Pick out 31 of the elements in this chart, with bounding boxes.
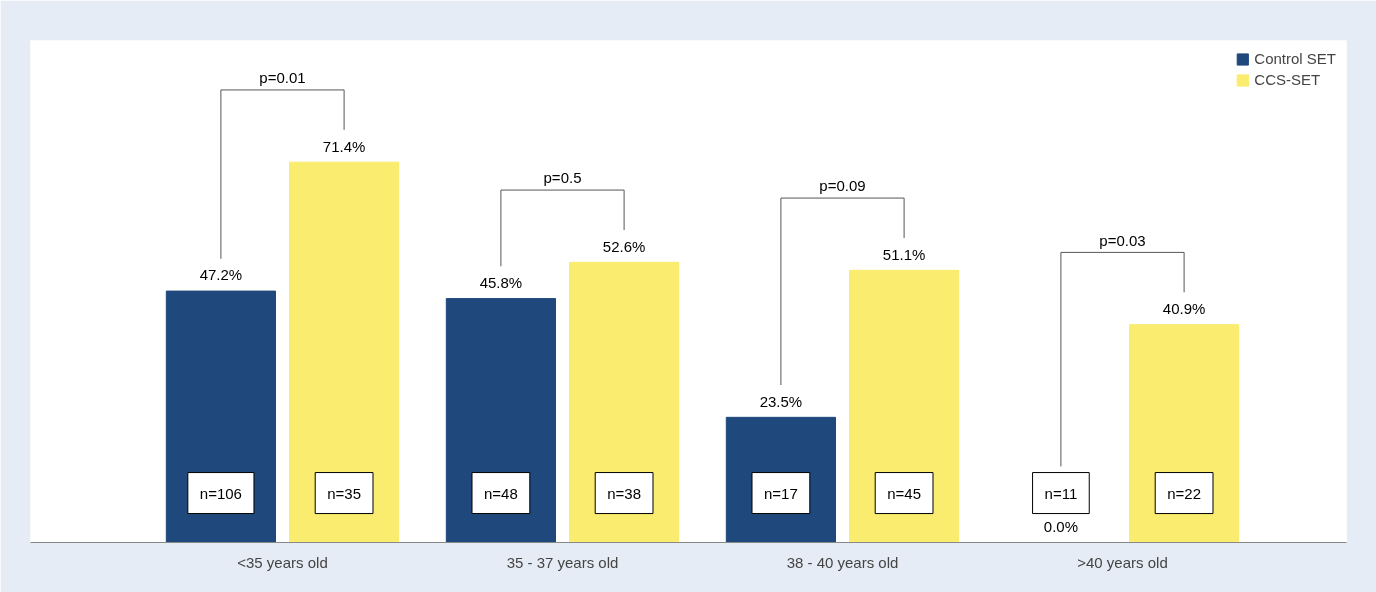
annotation: n=38 [607,484,641,502]
annotation: n=35 [327,484,361,502]
data-label: 0.0% [1043,517,1079,535]
legend-label: CCS-SET [1254,71,1321,88]
annotation: n=45 [887,484,921,502]
annotation: n=106 [199,484,242,502]
data-label: 45.8% [479,273,523,291]
data-label: 51.1% [882,245,926,263]
annotation: p=0.09 [819,177,866,195]
x-tick-label: >40 years old [1077,553,1168,571]
annotation: p=0.03 [1099,231,1146,249]
data-label: 47.2% [199,266,243,284]
annotation: n=48 [484,484,518,502]
x-tick-label: 35 - 37 years old [506,553,619,571]
data-label: 71.4% [322,137,366,155]
annotation: p=0.5 [543,169,582,187]
x-tick-label: <35 years old [237,553,328,571]
data-label: 40.9% [1162,300,1206,318]
annotation: n=17 [764,484,798,502]
bar [289,161,400,543]
legend-label: Control SET [1254,50,1336,67]
bar [445,298,556,543]
bar [165,290,276,543]
annotation: n=11 [1044,484,1078,502]
text: p=0.01 [259,69,306,87]
annotation: n=22 [1167,484,1201,502]
data-label: 52.6% [602,237,646,255]
bar [569,261,680,543]
data-label: 23.5% [759,392,803,410]
bar [849,269,960,543]
x-tick-label: 38 - 40 years old [786,553,899,571]
